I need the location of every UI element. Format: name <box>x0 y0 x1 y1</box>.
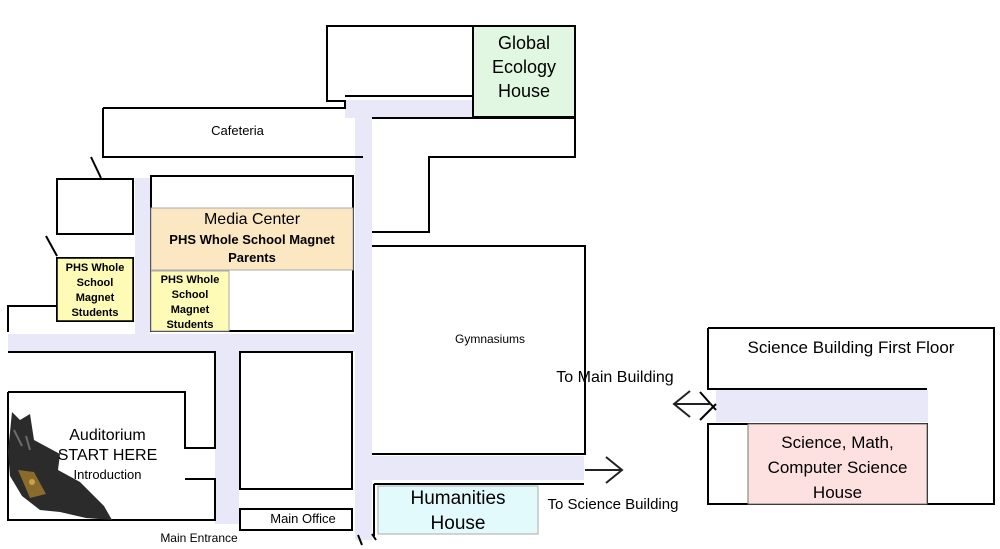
left-wall <box>7 156 102 332</box>
to-main-building-label: To Main Building <box>556 369 674 386</box>
humanities-label: Humanities House <box>410 488 506 534</box>
science-entry <box>699 391 717 421</box>
main-entrance-label: Main Entrance <box>160 531 238 545</box>
cafeteria-room <box>102 25 473 158</box>
entrance-marks <box>357 533 377 546</box>
to-science-building-label: To Science Building <box>547 496 679 513</box>
students-right-label: PHS Whole School Magnet Students <box>160 274 220 331</box>
science-floor-label: Science Building First Floor <box>747 338 955 357</box>
auditorium-room <box>7 351 216 521</box>
students-right-fill <box>150 270 230 332</box>
center-room <box>239 351 353 490</box>
global-ecology-label: Global Ecology House <box>491 33 557 101</box>
small-room-left <box>56 178 134 235</box>
gymnasiums-label: Gymnasiums <box>454 332 525 346</box>
students-left-fill <box>56 257 134 322</box>
media-center-fill <box>150 207 354 271</box>
owl-mascot-icon <box>8 412 112 520</box>
hallways <box>8 100 928 540</box>
auditorium-label: Auditorium START HERE Introduction <box>57 427 158 482</box>
arrow-left-icon <box>672 390 711 418</box>
media-center-label: Media Center PHS Whole School Magnet Par… <box>169 211 335 265</box>
main-office-label: Main Office <box>270 511 336 526</box>
humanities-fill <box>377 485 539 535</box>
students-left-label: PHS Whole School Magnet Students <box>65 262 125 319</box>
science-house-fill <box>747 423 928 505</box>
science-house-label: Science, Math, Computer Science House <box>767 433 908 502</box>
cafeteria-label: Cafeteria <box>211 123 264 138</box>
arrow-right-icon <box>585 456 624 484</box>
humanities-frame <box>373 483 584 536</box>
gymnasium-room <box>372 245 586 455</box>
main-office-room <box>239 508 353 531</box>
global-ecology-fill <box>472 25 576 118</box>
